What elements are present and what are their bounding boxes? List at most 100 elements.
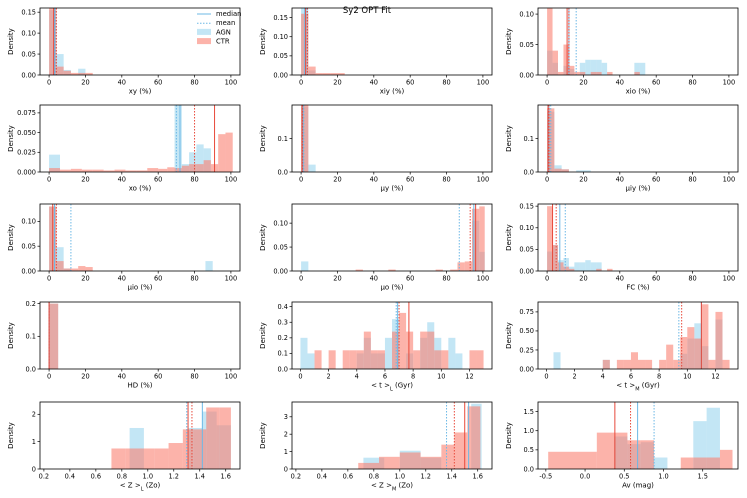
bar-agn (596, 59, 602, 75)
bar-ctr (174, 168, 182, 172)
bar-ctr (355, 269, 363, 271)
bar-ctr (568, 65, 575, 75)
axes-frame (39, 104, 241, 173)
bar-agn (448, 337, 456, 369)
bar-ctr (103, 170, 115, 172)
bar-ctr (715, 311, 723, 369)
bar-ctr (92, 169, 104, 172)
bar-ctr (218, 134, 226, 172)
y-axis-label: Density (7, 28, 15, 55)
bar-ctr (420, 456, 442, 469)
bar-ctr (315, 73, 323, 75)
x-tick-label: 1.0 (658, 473, 669, 481)
y-tick-label: 0.050 (17, 129, 36, 137)
bar-ctr (356, 350, 364, 369)
y-tick-label: 0.00 (21, 267, 36, 275)
bar-ctr (435, 269, 443, 271)
bar-ctr (70, 168, 82, 172)
legend-label-median: median (216, 10, 241, 18)
x-tick-label: 1.0 (143, 473, 154, 481)
bar-agn (553, 352, 561, 369)
axes-frame (291, 104, 493, 173)
bar-ctr (363, 331, 371, 369)
bar-ctr (579, 71, 586, 75)
x-tick-label: 80 (688, 79, 696, 87)
bar-ctr (563, 266, 569, 271)
bar-ctr (623, 359, 631, 369)
y-tick-label: 0.15 (273, 14, 288, 22)
bar-agn (308, 164, 316, 172)
bar-ctr (49, 303, 59, 369)
x-tick-label: 0 (298, 373, 302, 381)
bar-ctr (203, 160, 211, 172)
bar-ctr (469, 350, 477, 369)
y-tick-label: 0.0 (524, 465, 535, 473)
y-tick-label: 0.50 (519, 327, 534, 335)
bar-ctr (420, 331, 428, 369)
bar-ctr (552, 50, 558, 75)
y-tick-label: 0.1 (278, 350, 289, 358)
bar-ctr (342, 350, 350, 369)
y-tick-label: 0.025 (17, 149, 36, 157)
bar-agn (189, 152, 197, 172)
bar-ctr (140, 448, 155, 469)
x-tick-label: 40 (118, 176, 126, 184)
x-tick-label: 60 (406, 79, 414, 87)
x-axis-label: xio (%) (626, 88, 651, 96)
bar-ctr (614, 432, 628, 469)
bar-ctr (193, 429, 207, 469)
x-tick-label: 0.2 (39, 473, 50, 481)
axes-frame (39, 7, 241, 76)
bar-ctr (547, 108, 555, 172)
x-tick-label: 0.2 (291, 473, 302, 481)
x-tick-label: 60 (154, 275, 162, 283)
panel-xiy: 0 20 40 60 80 100 0.00 0.05 0.10 0.15 xiy (%) Densi… (259, 7, 493, 96)
y-tick-label: 0.10 (21, 29, 36, 37)
x-tick-label: 4 (355, 373, 359, 381)
bar-ctr (457, 262, 465, 271)
x-tick-label: 0.5 (619, 473, 630, 481)
bar-agn (579, 262, 586, 271)
bar-ctr (388, 269, 396, 271)
x-tick-label: 40 (616, 275, 624, 283)
x-tick-label: 20 (333, 79, 341, 87)
bar-agn (601, 62, 608, 75)
y-tick-label: 0.10 (273, 33, 288, 41)
bar-agn (300, 337, 308, 369)
panel-uy: 0 20 40 60 80 100 0.0 0.1 μy (%) Density (259, 104, 493, 193)
bar-ctr (450, 269, 458, 271)
x-tick-label: 60 (652, 275, 660, 283)
bar-agn (384, 337, 392, 369)
x-tick-label: 20 (333, 275, 341, 283)
bar-ctr (196, 164, 204, 172)
y-tick-label: 2 (284, 430, 288, 438)
bar-ctr (427, 331, 435, 369)
x-tick-label: 20 (81, 176, 89, 184)
bar-ctr (548, 451, 597, 469)
bar-ctr (349, 350, 357, 369)
y-axis-label: Density (259, 422, 267, 449)
bar-ctr (659, 359, 667, 369)
panel-tM: 0 2 4 6 8 10 12 0.00 0.25 0.50 0.75 < t >M (Gyr) Den… (505, 301, 739, 393)
y-tick-label: 1.5 (524, 408, 535, 416)
x-tick-label: 100 (225, 176, 238, 184)
panel-uio: 0 20 40 60 80 100 0.00 0.05 0.10 μio (%) Density (7, 203, 241, 292)
bar-agn (693, 421, 707, 469)
bar-agn (455, 353, 463, 369)
bar-ctr (56, 66, 64, 75)
bar-ctr (70, 268, 79, 271)
bar-ctr (693, 457, 707, 469)
bar-ctr (399, 312, 407, 369)
bar-ctr (114, 169, 126, 172)
bar-agn (579, 62, 586, 75)
panel-uo: 0 20 40 60 80 100 0.00 0.05 0.10 μo (%) Density (259, 203, 493, 292)
bar-ctr (49, 168, 60, 172)
bar-agn (563, 258, 569, 271)
y-tick-label: 0.10 (21, 218, 36, 226)
y-tick-label: 0.05 (21, 242, 36, 250)
x-axis-label: < t >M (Gyr) (616, 382, 660, 393)
x-tick-label: 100 (477, 79, 490, 87)
bar-ctr (168, 443, 183, 469)
x-tick-label: 1.2 (169, 473, 180, 481)
bar-ctr (706, 457, 720, 469)
